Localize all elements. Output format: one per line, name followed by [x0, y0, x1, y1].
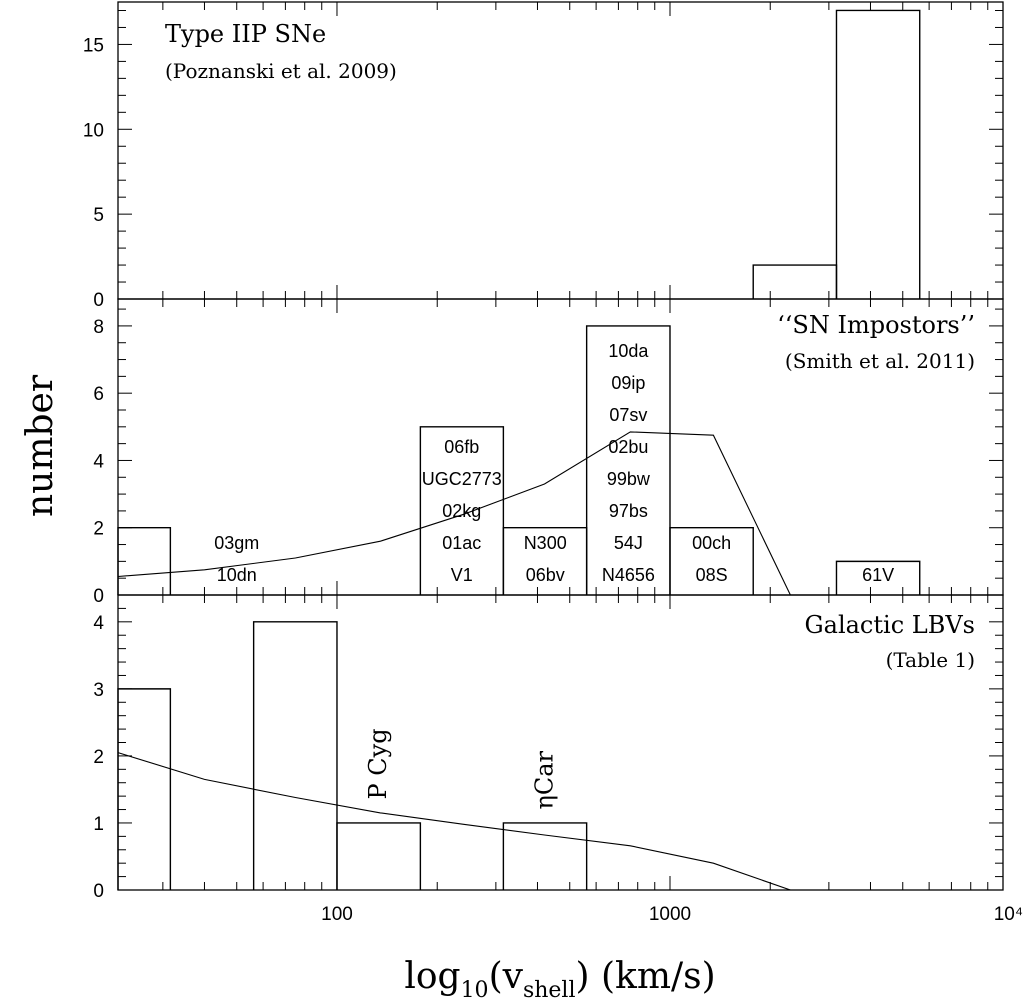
y-tick-label: 2: [93, 519, 104, 540]
distribution-curve: [117, 431, 791, 596]
middle-panel-subtitle: (Smith et al. 2011): [785, 349, 975, 373]
x-axis-label-sub2: shell: [523, 978, 576, 1003]
bin-object-label: N300: [524, 533, 567, 553]
histogram-bar: [336, 822, 422, 890]
bin-object-label: 09ip: [611, 373, 645, 393]
bin-object-label: N4656: [602, 565, 655, 585]
x-tick-label: 1000: [649, 904, 691, 925]
ticks-layer: 0 5 10 15 0 2 4 6 8 0 1 2 3 4 100 1000 10⁴: [83, 2, 1023, 925]
histogram-bar: [252, 621, 338, 890]
y-tick-label: 3: [93, 680, 104, 701]
y-tick-label: 8: [93, 317, 104, 338]
x-tick-label: 10⁴: [994, 904, 1023, 925]
bin-object-label: V1: [451, 565, 473, 585]
bin-object-label: 02bu: [608, 437, 648, 457]
histogram-bar: [752, 264, 838, 299]
histogram-bar: [419, 426, 505, 595]
histogram-bar: [585, 325, 671, 595]
x-tick-label: 100: [321, 904, 353, 925]
x-axis-label: log10(vshell) (km/s): [404, 956, 715, 1003]
bin-object-label: UGC2773: [422, 469, 502, 489]
histogram-bar: [117, 688, 172, 890]
bin-object-label: 01ac: [442, 533, 481, 553]
bin-object-label: 00ch: [692, 533, 731, 553]
histogram-bar: [502, 822, 588, 890]
bin-object-label: 54J: [614, 533, 643, 553]
y-tick-label: 6: [93, 384, 104, 405]
panel-frames: [117, 1, 1004, 891]
top-panel-subtitle: (Poznanski et al. 2009): [165, 59, 397, 83]
bin-object-label: 03gm: [214, 533, 259, 553]
bin-object-label: 97bs: [609, 501, 648, 521]
bin-object-label: 07sv: [609, 405, 647, 425]
distribution-curve: [117, 752, 791, 891]
bin-object-label: 61V: [862, 565, 894, 585]
bin-object-label: 10da: [608, 341, 649, 361]
y-tick-label: 0: [93, 290, 104, 311]
y-tick-label: 2: [93, 747, 104, 768]
y-tick-label: 10: [83, 120, 104, 141]
y-tick-label: 1: [93, 814, 104, 835]
x-axis-label-sub1: 10: [461, 978, 489, 1003]
object-annotation: ηCar: [531, 750, 559, 809]
label-layer: 03gm 10dn 06fb UGC2773 02kg 01ac V1 N300 06bv 10d…: [214, 341, 894, 810]
histogram-bar: [669, 527, 754, 595]
y-tick-label: 4: [93, 613, 104, 634]
curve-layer: [117, 431, 791, 891]
histogram-bar: [835, 560, 921, 595]
bin-object-label: 02kg: [442, 501, 481, 521]
y-tick-label: 0: [93, 586, 104, 607]
y-tick-label: 0: [93, 881, 104, 902]
bin-object-label: 10dn: [217, 565, 257, 585]
y-axis-label: number: [20, 374, 61, 517]
histogram-bar: [835, 9, 921, 299]
x-axis-label-main: log: [404, 956, 460, 997]
x-axis-label-mid: (v: [489, 956, 524, 997]
top-panel-title: Type IIP SNe: [165, 20, 326, 48]
bottom-panel-subtitle: (Table 1): [886, 648, 975, 672]
frame-bottom: [117, 594, 1004, 891]
histogram-bar: [117, 527, 172, 595]
bin-object-label: 06fb: [444, 437, 479, 457]
y-tick-label: 5: [93, 205, 104, 226]
y-tick-label: 4: [93, 451, 104, 472]
x-axis-label-end: ) (km/s): [576, 956, 716, 997]
bottom-panel-title: Galactic LBVs: [804, 611, 975, 639]
bin-object-label: 99bw: [607, 469, 651, 489]
middle-panel-title: ‘‘SN Impostors’’: [777, 311, 975, 339]
y-tick-label: 15: [83, 35, 104, 56]
object-annotation: P Cyg: [364, 728, 392, 799]
bin-object-label: 08S: [696, 565, 728, 585]
histogram-layer: [117, 9, 921, 890]
bin-object-label: 06bv: [526, 565, 565, 585]
